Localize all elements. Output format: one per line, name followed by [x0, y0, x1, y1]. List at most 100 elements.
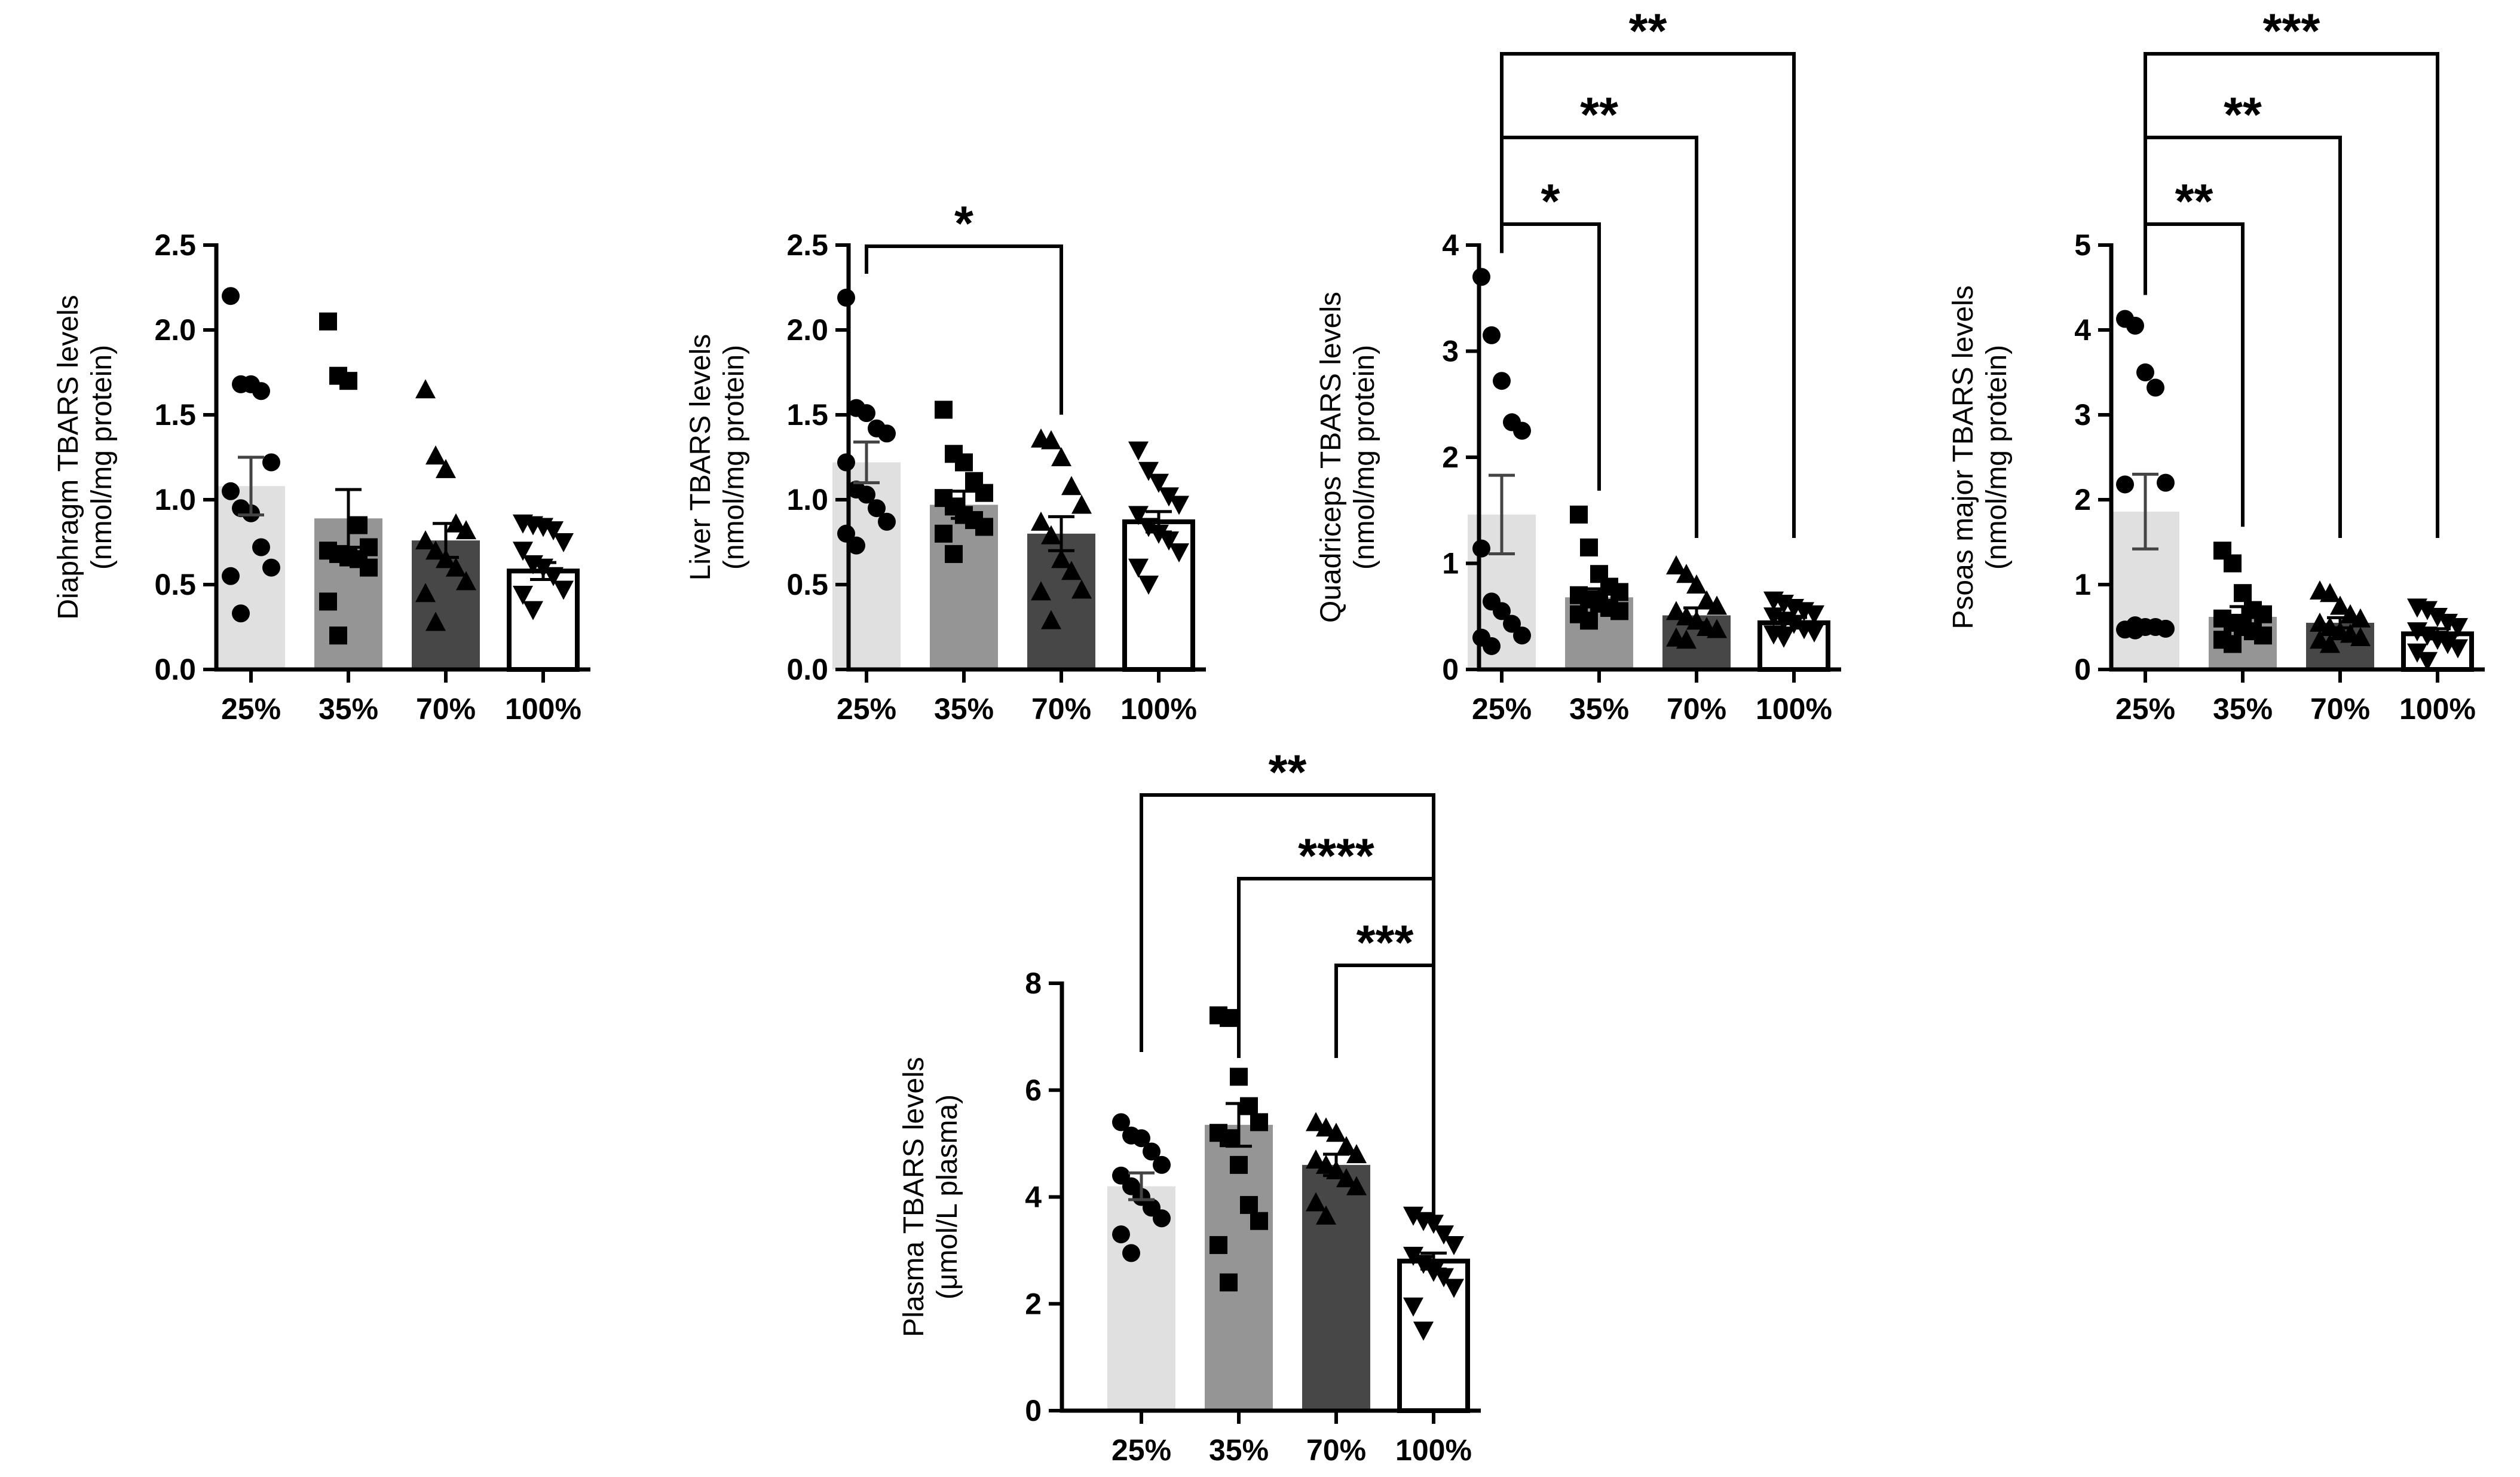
point-plasma-3-9 [1444, 1279, 1464, 1298]
point-diaphragm-2-4 [456, 520, 476, 540]
point-liver-2-9 [1071, 579, 1092, 599]
y-axis-title-quadriceps-line1: Quadriceps TBARS levels [1315, 292, 1347, 623]
point-psoas-3-1 [2417, 601, 2438, 620]
point-diaphragm-0-11 [232, 604, 250, 623]
point-liver-3-11 [1138, 576, 1159, 595]
point-liver-3-10 [1128, 558, 1149, 578]
point-liver-2-7 [1051, 549, 1071, 568]
point-plasma-0-10 [1112, 1225, 1130, 1244]
significance-label-quadriceps-2: ** [1629, 4, 1667, 59]
point-liver-2-2 [1051, 447, 1071, 466]
point-psoas-2-1 [2320, 583, 2340, 603]
x-tick-label-quadriceps-0: 25% [1472, 692, 1532, 726]
x-tick-label-liver-3: 100% [1120, 692, 1197, 726]
point-quadriceps-0-2 [1493, 372, 1511, 390]
y-tick-label-diaphragm-4: 2.0 [154, 313, 196, 347]
point-liver-0-5 [837, 453, 855, 472]
y-tick-label-diaphragm-5: 2.5 [154, 228, 196, 262]
y-tick-label-quadriceps-2: 2 [1442, 441, 1459, 474]
point-plasma-2-10 [1306, 1192, 1326, 1212]
point-plasma-1-7 [1230, 1155, 1248, 1174]
y-tick-label-psoas-4: 4 [2074, 313, 2091, 347]
point-diaphragm-3-9 [553, 580, 574, 600]
point-quadriceps-2-2 [1686, 574, 1707, 594]
point-plasma-0-4 [1153, 1155, 1171, 1174]
point-plasma-2-1 [1316, 1117, 1336, 1137]
y-tick-label-psoas-2: 2 [2074, 483, 2091, 516]
point-liver-1-4 [975, 484, 993, 502]
y-axis-title-quadriceps-line2: (nmol/mg protein) [1349, 345, 1380, 570]
point-psoas-0-5 [2116, 475, 2134, 494]
y-tick-label-psoas-3: 3 [2074, 398, 2091, 432]
y-tick-label-quadriceps-1: 1 [1442, 547, 1459, 580]
point-plasma-2-11 [1316, 1205, 1336, 1225]
point-diaphragm-1-3 [350, 516, 368, 534]
point-diaphragm-2-10 [415, 583, 436, 603]
x-tick-label-quadriceps-1: 35% [1569, 692, 1629, 726]
point-liver-3-0 [1128, 441, 1149, 461]
point-quadriceps-0-11 [1483, 637, 1501, 655]
point-diaphragm-3-5 [513, 542, 533, 561]
point-psoas-0-9 [2157, 619, 2175, 638]
significance-label-plasma-0: *** [1357, 916, 1414, 970]
point-psoas-1-11 [2224, 635, 2242, 653]
y-tick-label-liver-5: 2.5 [786, 228, 828, 262]
point-psoas-1-9 [2254, 626, 2272, 645]
point-quadriceps-1-1 [1580, 538, 1598, 556]
point-plasma-2-9 [1346, 1176, 1367, 1195]
point-liver-2-8 [1061, 561, 1082, 580]
point-diaphragm-3-4 [553, 533, 574, 552]
point-plasma-3-5 [1403, 1246, 1423, 1266]
point-quadriceps-0-9 [1513, 626, 1531, 645]
y-tick-label-quadriceps-4: 4 [1442, 228, 1459, 262]
y-tick-label-diaphragm-0: 0.0 [154, 653, 196, 686]
point-liver-2-1 [1041, 430, 1061, 449]
y-tick-label-plasma-3: 6 [1025, 1074, 1042, 1107]
point-plasma-2-2 [1326, 1123, 1346, 1142]
point-diaphragm-0-4 [262, 453, 280, 472]
panel-psoas-chart: 0 1 2 3 4 5 25% 35% 70% 100% Psoas major TBARS lev… [1948, 4, 2485, 726]
point-liver-2-5 [1031, 511, 1051, 531]
y-axis-title-psoas-line2: (nmol/mg protein) [1981, 345, 2013, 570]
point-plasma-1-4 [1250, 1113, 1268, 1132]
y-tick-label-plasma-4: 8 [1025, 967, 1042, 1000]
point-diaphragm-2-9 [456, 571, 476, 591]
x-tick-label-psoas-2: 70% [2310, 692, 2370, 726]
point-plasma-2-3 [1336, 1136, 1357, 1155]
point-plasma-0-3 [1143, 1142, 1161, 1161]
panel-liver-chart: 0.0 0.5 1.0 1.5 2.0 2.5 25% 35% 70% 100% Liver TBA… [685, 197, 1206, 726]
point-liver-3-6 [1138, 518, 1159, 537]
point-liver-2-11 [1041, 610, 1061, 629]
significance-bracket-quadriceps-0 [1500, 222, 1601, 491]
point-liver-0-0 [837, 289, 855, 307]
x-tick-label-quadriceps-2: 70% [1667, 692, 1726, 726]
point-quadriceps-0-7 [1493, 602, 1511, 620]
x-tick-label-psoas-3: 100% [2399, 692, 2476, 726]
point-liver-0-11 [847, 536, 865, 555]
point-quadriceps-1-11 [1580, 611, 1598, 630]
point-plasma-3-0 [1403, 1206, 1423, 1226]
point-psoas-0-2 [2136, 363, 2154, 381]
point-diaphragm-1-9 [360, 558, 378, 577]
point-plasma-1-10 [1210, 1236, 1227, 1254]
point-diaphragm-2-6 [425, 540, 446, 560]
y-tick-label-psoas-5: 5 [2074, 228, 2091, 262]
y-tick-label-quadriceps-3: 3 [1442, 335, 1459, 368]
point-quadriceps-2-1 [1676, 564, 1697, 583]
x-tick-label-liver-1: 35% [934, 692, 994, 726]
point-diaphragm-2-1 [425, 445, 446, 465]
x-tick-label-plasma-2: 70% [1306, 1433, 1366, 1467]
point-quadriceps-2-9 [1707, 619, 1727, 638]
point-psoas-2-2 [2330, 595, 2350, 615]
point-psoas-0-1 [2126, 316, 2144, 335]
point-plasma-1-9 [1250, 1212, 1268, 1230]
point-liver-2-4 [1071, 494, 1092, 514]
point-psoas-2-4 [2350, 608, 2371, 628]
point-diaphragm-0-10 [222, 567, 240, 585]
point-plasma-0-11 [1122, 1244, 1140, 1262]
point-liver-0-7 [858, 485, 875, 504]
point-psoas-0-3 [2147, 378, 2164, 397]
y-axis-title-plasma-line2: (μmol/L plasma) [932, 1094, 963, 1299]
point-psoas-3-2 [2427, 607, 2448, 627]
